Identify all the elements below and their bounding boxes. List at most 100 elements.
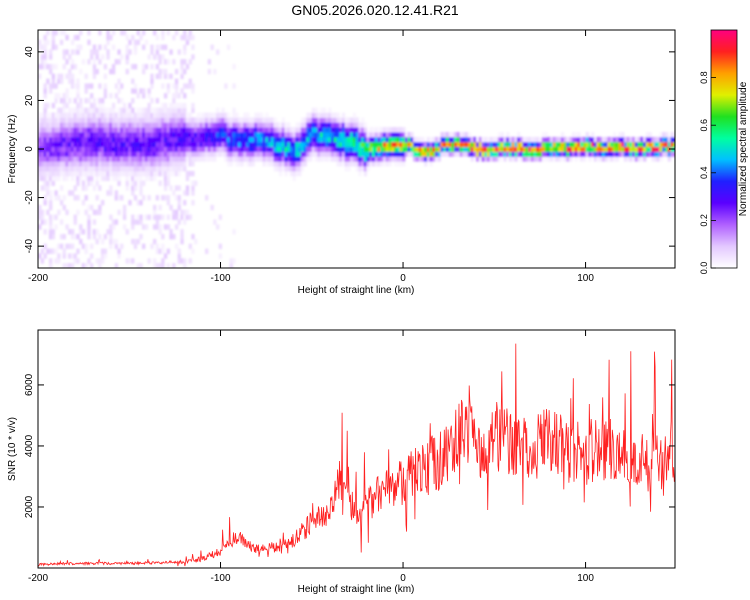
heatmap-cell [336,127,340,133]
heatmap-cell [229,141,233,148]
heatmap-cell [547,151,551,157]
heatmap-cell [147,136,151,143]
heatmap-cell [265,151,269,157]
heatmap-cell [65,112,69,118]
heatmap-cell [259,141,264,148]
heatmap-cell [87,132,91,138]
heatmap-cell [59,141,64,148]
heatmap-cell [57,132,61,138]
heatmap-cell [246,117,250,123]
heatmap-cell [366,151,370,157]
heatmap-cell [120,161,124,167]
heatmap-cell [177,117,181,123]
heatmap-cell [158,166,162,172]
heatmap-cell [407,141,411,148]
heatmap-cell [40,127,45,133]
heatmap-cell [199,146,203,152]
heatmap-cell [404,141,409,148]
heatmap-cell [183,200,187,206]
heatmap-cell [374,141,379,148]
heatmap-cell [317,122,321,128]
heatmap-cell [226,44,231,50]
heatmap-cell [268,156,272,162]
heatmap-cell [183,102,187,109]
heatmap-cell [248,132,253,138]
y-tick-label: 20 [24,94,35,106]
heatmap-cell [388,132,392,138]
heatmap-cell [73,117,77,123]
heatmap-cell [43,102,47,109]
heatmap-cell [43,127,47,133]
heatmap-cell [87,107,91,114]
heatmap-cell [153,112,157,118]
heatmap-cell [59,170,64,177]
heatmap-cell [205,248,209,254]
heatmap-cell [539,156,543,162]
heatmap-cell [569,141,573,148]
heatmap-cell [251,161,255,167]
heatmap-cell [87,214,91,220]
heatmap-cell [393,136,398,143]
heatmap-cell [298,141,302,148]
heatmap-cell [278,170,283,177]
heatmap-cell [314,141,318,148]
heatmap-cell [333,141,338,148]
heatmap-cell [235,141,239,148]
heatmap-cell [226,146,231,152]
heatmap-cell [150,107,154,114]
heatmap-cell [194,117,198,123]
heatmap-cell [213,141,217,148]
heatmap-cell [166,112,171,118]
heatmap-cell [311,127,316,133]
heatmap-cell [185,39,190,46]
heatmap-cell [333,136,338,143]
heatmap-cell [237,117,242,123]
heatmap-cell [139,34,143,41]
heatmap-cell [232,141,236,148]
heatmap-cell [229,132,233,138]
heatmap-cell [415,136,420,143]
heatmap-cell [98,112,102,118]
heatmap-cell [117,107,121,114]
heatmap-cell [273,151,277,157]
heatmap-cell [109,214,113,220]
heatmap-cell [59,151,64,157]
heatmap-cell [402,161,406,167]
heatmap-cell [607,156,611,162]
heatmap-cell [142,68,146,75]
heatmap-cell [640,136,644,143]
heatmap-cell [278,166,283,172]
heatmap-cell [448,151,453,157]
heatmap-cell [550,146,554,152]
heatmap-cell [57,151,61,157]
heatmap-cell [142,224,146,230]
heatmap-cell [322,127,327,133]
heatmap-cell [147,93,151,99]
heatmap-cell [95,132,99,138]
heatmap-cell [98,83,102,89]
heatmap-cell [84,83,88,89]
heatmap-cell [87,234,91,240]
heatmap-cell [169,146,173,152]
heatmap-cell [188,146,192,152]
heatmap-cell [413,146,417,152]
heatmap-cell [473,136,477,143]
heatmap-cell [454,146,458,152]
heatmap-cell [144,161,149,167]
heatmap-cell [109,107,113,114]
heatmap-cell [237,122,242,128]
heatmap-cell [95,229,99,235]
heatmap-cell [205,156,209,162]
heatmap-cell [560,136,565,143]
heatmap-cell [120,156,124,162]
heatmap-cell [139,88,143,94]
heatmap-cell [54,112,58,118]
heatmap-x-axis-label: Height of straight line (km) [298,285,415,296]
x-tick-label: 100 [577,573,594,584]
heatmap-cell [95,49,99,55]
heatmap-cell [194,146,198,152]
heatmap-cell [185,112,190,118]
heatmap-cell [487,146,491,152]
heatmap-cell [270,122,275,128]
heatmap-cell [106,122,110,128]
